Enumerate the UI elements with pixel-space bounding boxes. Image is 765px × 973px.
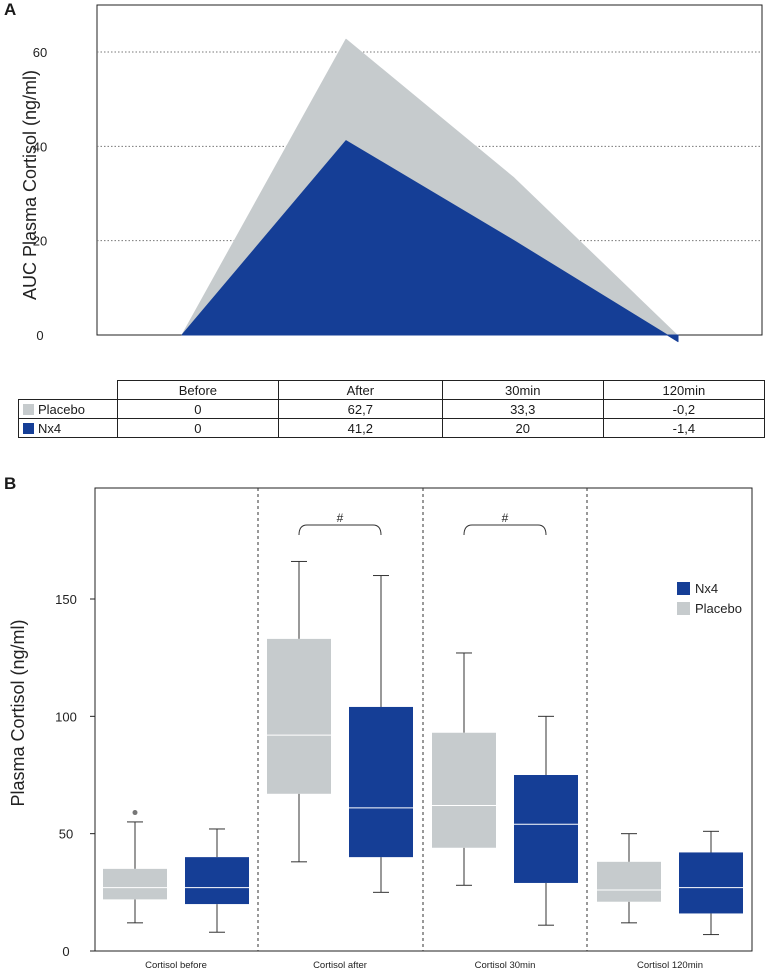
x-category-label: Cortisol 120min — [637, 960, 703, 971]
nx4-swatch — [23, 422, 34, 434]
significance-marker: # — [337, 511, 344, 525]
table-cell: 0 — [116, 399, 279, 419]
row-label-text: Nx4 — [38, 420, 62, 436]
table-header: After — [277, 380, 443, 400]
table-cell: 20 — [441, 418, 604, 438]
nx4-box — [185, 857, 249, 905]
nx4-area — [181, 140, 679, 343]
legend-label: Nx4 — [695, 581, 718, 596]
significance-marker: # — [502, 511, 509, 525]
placebo-box — [597, 861, 661, 902]
table-header: Before — [116, 380, 279, 400]
table-cell: 62,7 — [277, 399, 443, 419]
legend-swatch-nx4 — [677, 582, 690, 595]
placebo-swatch — [23, 403, 34, 415]
table-cell: 33,3 — [441, 399, 604, 419]
table-row-nx4: Nx4 0 41,2 20 -1,4 — [18, 418, 765, 438]
row-label-placebo: Placebo — [18, 399, 118, 419]
table-cell: 0 — [116, 418, 279, 438]
nx4-box — [679, 852, 743, 914]
auc-area-chart: 0 20 40 60 AUC Plasma Cortisol (ng/ml) — [20, 4, 763, 343]
y-axis-label: Plasma Cortisol (ng/ml) — [8, 619, 28, 806]
y-tick-label: 0 — [36, 328, 43, 343]
auc-data-table: Before After 30min 120min Placebo 0 62,7… — [18, 380, 765, 438]
nx4-box — [349, 706, 413, 858]
legend-label: Placebo — [695, 601, 742, 616]
y-axis-label: AUC Plasma Cortisol (ng/ml) — [20, 70, 40, 300]
significance-bracket — [298, 524, 382, 536]
y-tick-label: 100 — [55, 709, 77, 724]
x-category-label: Cortisol before — [145, 960, 207, 971]
table-corner — [19, 381, 118, 400]
x-category-label: Cortisol 30min — [475, 960, 536, 971]
table-header: 120min — [602, 380, 765, 400]
table-row-placebo: Placebo 0 62,7 33,3 -0,2 — [18, 399, 765, 419]
row-label-nx4: Nx4 — [18, 418, 118, 438]
y-tick-label: 0 — [62, 944, 69, 959]
legend-swatch-placebo — [677, 602, 690, 615]
panel-b-label: B — [4, 474, 17, 493]
panel-a-label: A — [4, 0, 17, 19]
placebo-box — [267, 638, 331, 794]
y-tick-label: 60 — [33, 45, 47, 60]
placebo-outlier-point — [132, 810, 138, 816]
significance-bracket — [463, 524, 547, 536]
x-category-label: Cortisol after — [313, 960, 367, 971]
y-tick-label: 150 — [55, 592, 77, 607]
nx4-box — [514, 775, 578, 883]
y-tick-label: 50 — [59, 827, 73, 842]
row-label-text: Placebo — [38, 401, 85, 417]
placebo-box — [432, 732, 496, 848]
y-tick-label: 20 — [33, 234, 47, 249]
table-header: 30min — [441, 380, 604, 400]
table-header-row: Before After 30min 120min — [19, 380, 765, 400]
cortisol-box-plot: 0 50 100 150 Plasma Cortisol (ng/ml) Cortisol… — [8, 487, 753, 971]
placebo-box — [103, 868, 167, 900]
table-cell: 41,2 — [277, 418, 443, 438]
table-cell: -0,2 — [602, 399, 765, 419]
y-tick-label: 40 — [33, 139, 47, 154]
table-cell: -1,4 — [602, 418, 765, 438]
